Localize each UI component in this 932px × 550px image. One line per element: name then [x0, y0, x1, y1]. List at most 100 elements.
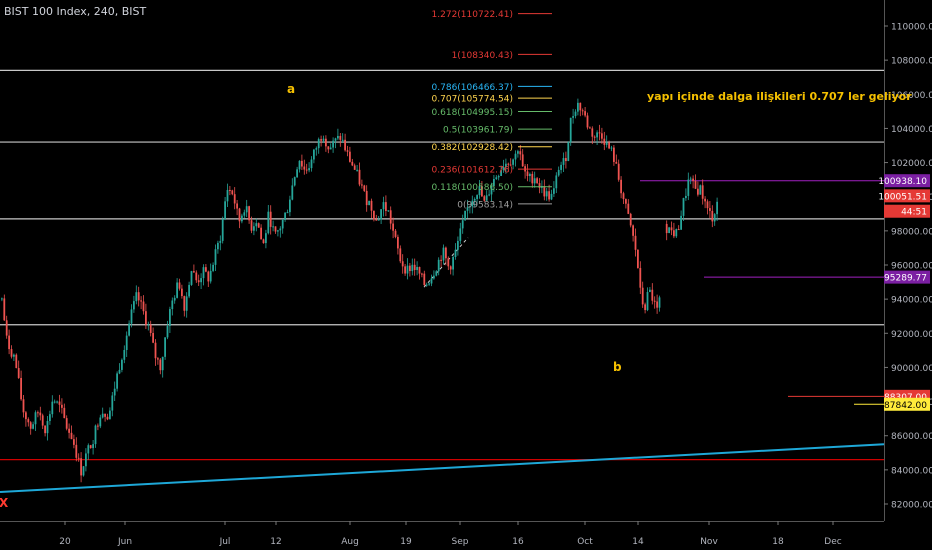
candle-body — [375, 219, 378, 221]
candle-body — [87, 445, 90, 454]
candle-body — [394, 230, 397, 237]
price-tick-label: 90000.00 — [891, 364, 932, 374]
candle-body — [440, 259, 442, 261]
candle-body — [289, 199, 291, 213]
candle-body — [197, 280, 200, 283]
candle-body — [145, 311, 147, 325]
candle-body — [101, 413, 104, 418]
time-tick-label: Nov — [700, 537, 718, 547]
price-tag — [884, 204, 930, 218]
candle-body — [214, 249, 217, 265]
candle-body — [85, 453, 87, 467]
price-tick-label: 82000.00 — [891, 501, 932, 511]
candle-body — [577, 102, 579, 112]
candle-body — [310, 159, 313, 169]
candle-body — [610, 147, 613, 149]
candle-body — [637, 249, 639, 268]
candle-body — [363, 185, 366, 191]
chart-title: BIST 100 Index, 240, BIST — [4, 5, 147, 18]
candle-body — [250, 220, 253, 231]
horizontal-levels — [0, 69, 885, 494]
candle-body — [687, 179, 690, 196]
candle-body — [109, 410, 111, 420]
candle-body — [464, 210, 466, 221]
candle-body — [365, 190, 368, 206]
candle-body — [262, 239, 265, 244]
fib-level-label: 0.707(105774.54) — [432, 95, 513, 105]
candle-body — [104, 413, 106, 417]
candle-body — [502, 167, 505, 171]
time-tick-label: Dec — [824, 537, 841, 547]
candle-body — [49, 414, 51, 422]
candle-body — [567, 142, 570, 162]
candle-body — [569, 117, 572, 143]
candle-body — [5, 320, 8, 336]
candle-body — [137, 292, 140, 301]
candle-body — [507, 163, 510, 165]
candle-body — [257, 223, 260, 228]
candle-body — [543, 186, 546, 197]
candle-body — [140, 300, 142, 302]
candle-body — [97, 425, 99, 427]
candle-body — [219, 240, 222, 243]
candle-body — [10, 349, 13, 357]
candle-body — [382, 202, 385, 210]
candle-body — [593, 136, 596, 138]
candle-body — [37, 412, 39, 414]
candle-body — [241, 215, 243, 222]
candle-body — [471, 200, 474, 207]
candle-body — [706, 201, 709, 209]
candle-body — [82, 466, 85, 476]
candle-body — [529, 173, 531, 177]
price-tag — [884, 174, 930, 188]
candle-body — [75, 444, 78, 458]
candle-body — [399, 248, 402, 262]
candle-body — [385, 202, 387, 212]
price-tags: 100938.10100051.5144:5195289.7788307.008… — [878, 174, 930, 411]
time-axis[interactable]: 20 Jun Jul 12 Aug 19 Sep 16 Oct 14 Nov 18 Dec — [59, 521, 842, 547]
candle-body — [68, 428, 70, 433]
candle-body — [421, 273, 423, 275]
candle-body — [349, 151, 351, 162]
candle-body — [89, 445, 92, 449]
candle-body — [579, 102, 582, 111]
candle-body — [709, 208, 711, 211]
candle-body — [123, 350, 126, 360]
price-tick-label: 102000.00 — [891, 159, 932, 169]
price-axis[interactable]: 82000.0084000.0086000.0088000.0090000.00… — [884, 23, 932, 511]
candle-body — [269, 211, 272, 227]
candle-body — [17, 368, 20, 378]
candle-body — [449, 266, 452, 270]
candle-body — [651, 289, 654, 301]
candle-body — [63, 407, 66, 419]
candle-body — [325, 138, 327, 147]
candle-body — [497, 176, 500, 178]
candle-body — [169, 309, 171, 326]
candle-body — [200, 278, 202, 283]
candle-body — [73, 439, 75, 445]
candle-body — [445, 247, 447, 259]
price-tick-label: 106000.00 — [891, 91, 932, 101]
candle-body — [176, 282, 178, 298]
candle-body — [658, 297, 661, 308]
candle-body — [632, 225, 634, 236]
candle-body — [514, 153, 517, 160]
candle-body — [315, 148, 318, 150]
candle-body — [291, 185, 294, 200]
candle-body — [32, 424, 34, 429]
price-tag — [884, 189, 930, 203]
candle-body — [56, 401, 58, 403]
fibonacci-retracement[interactable]: 1.272(110722.41) 1(108340.43) 0.786(106466… — [432, 10, 552, 210]
candle-body — [113, 388, 116, 396]
candle-body — [447, 258, 450, 267]
candle-body — [493, 178, 495, 187]
candle-body — [483, 196, 486, 201]
candle-body — [562, 158, 565, 165]
price-tag — [884, 270, 930, 284]
candle-body — [430, 278, 433, 284]
candle-body — [555, 175, 558, 189]
candle-body — [560, 164, 562, 170]
candle-body — [154, 342, 157, 359]
